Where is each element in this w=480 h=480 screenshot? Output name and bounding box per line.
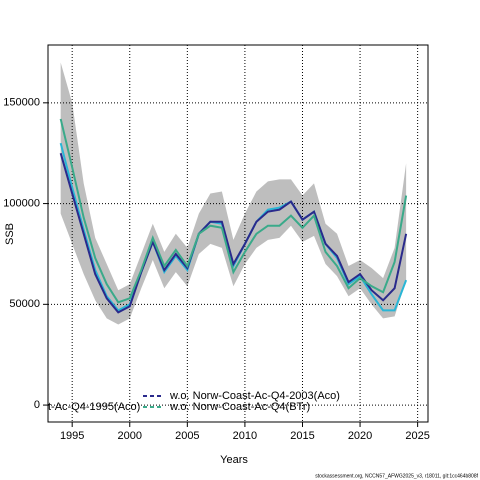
x-tick-label: 2000 [118, 430, 142, 442]
y-tick-label: 100000 [3, 197, 40, 209]
y-axis-label: SSB [4, 223, 16, 245]
series-line [59, 118, 408, 304]
confidence-band [60, 62, 407, 325]
y-tick-label: 150000 [3, 97, 40, 109]
plot-frame [47, 44, 429, 423]
footer: stockassessment.org, NCCN57_AFWG2025_v3,… [315, 473, 478, 479]
y-tick-label: 50000 [9, 298, 40, 310]
x-tick-label: 2020 [348, 430, 372, 442]
x-tick-label: 2015 [290, 430, 314, 442]
y-tick-label: 0 [34, 399, 40, 411]
legend-label: t-Ac-Q4-1995(Aco) [48, 401, 140, 413]
legend-label: w.o. Norw-Coast-Ac-Q4(BTr) [169, 401, 310, 413]
x-axis-label: Years [220, 454, 248, 466]
legend-label: w.o. Norw-Coast-Ac-Q4-2003(Aco) [169, 390, 340, 402]
x-tick-label: 2005 [175, 430, 199, 442]
x-tick-label: 2010 [233, 430, 257, 442]
x-tick-label: 2025 [405, 430, 429, 442]
x-tick-label: 1995 [60, 430, 84, 442]
series-line [59, 152, 408, 314]
